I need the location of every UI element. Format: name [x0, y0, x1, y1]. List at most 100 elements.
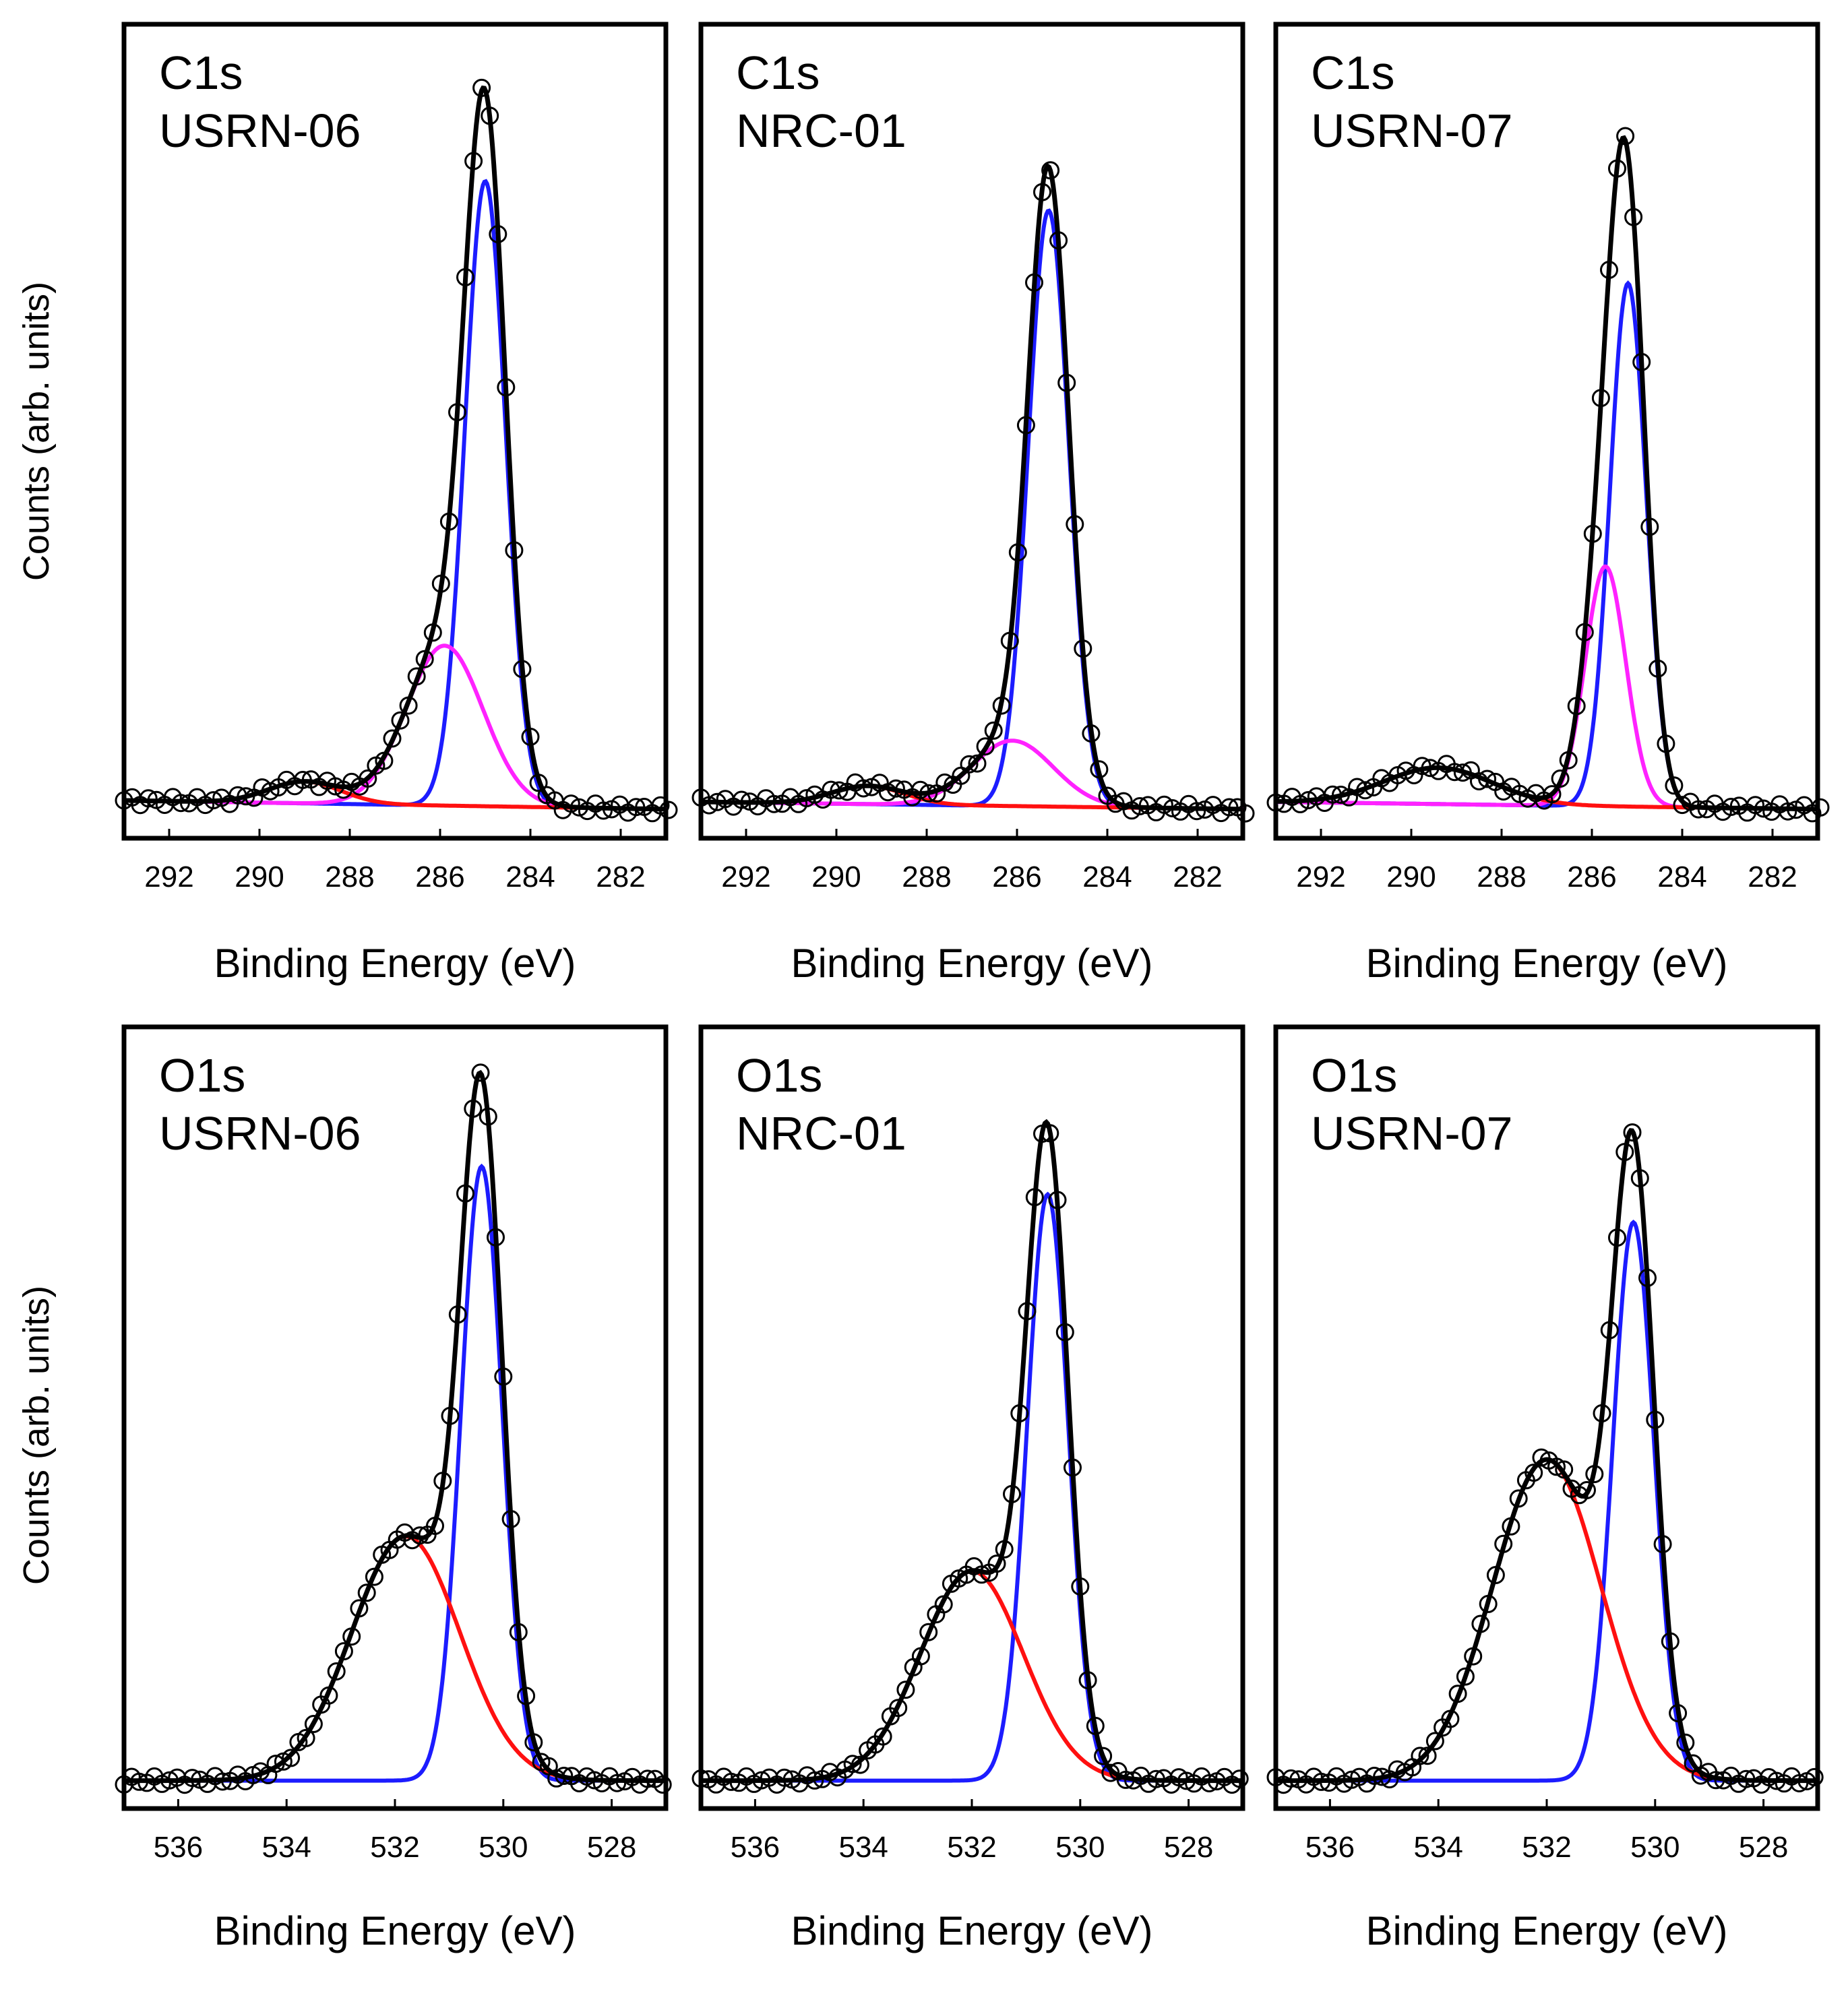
x-tick-label: 536: [1305, 1831, 1355, 1864]
panel-title: C1s: [736, 46, 820, 99]
data-point: [976, 737, 995, 756]
x-tick-label: 282: [1173, 860, 1222, 893]
data-point: [919, 1623, 938, 1641]
plot-frame: [698, 22, 1245, 841]
data-point: [1805, 1767, 1824, 1786]
data-point: [1200, 1774, 1219, 1792]
panel-title: O1s: [1311, 1049, 1397, 1102]
data-point: [960, 755, 979, 774]
x-axis-label: Binding Energy (eV): [214, 941, 576, 986]
x-tick-label: 282: [1748, 860, 1797, 893]
x-tick-label: 532: [370, 1831, 419, 1864]
panel-3: 292 290 288 286 284 282 Binding Energy (eV) C1s…: [1266, 22, 1830, 986]
panel-subtitle: USRN-06: [159, 104, 361, 157]
data-point: [1543, 785, 1562, 804]
x-tick-label: 290: [1386, 860, 1436, 893]
data-point: [1623, 1123, 1642, 1142]
x-tick-label: 292: [1296, 860, 1345, 893]
data-point: [297, 1728, 315, 1747]
fit-envelope-curve: [701, 163, 1243, 812]
panel-subtitle: NRC-01: [736, 1107, 906, 1160]
data-point: [1456, 1667, 1475, 1686]
data-point: [327, 1662, 346, 1681]
component-red-curve: [1276, 1457, 1818, 1783]
panel-5: 536 534 532 530 528 Binding Energy (eV) O1sNRC…: [691, 1024, 1249, 1953]
x-tick-label: 284: [505, 860, 555, 893]
x-tick-label: 290: [811, 860, 861, 893]
data-point: [608, 1773, 627, 1792]
component-magenta-curve: [1276, 564, 1818, 811]
x-tick-label: 532: [947, 1831, 996, 1864]
panel-1: 292 290 288 286 284 282 Binding Energy (eV) C1s…: [115, 22, 678, 986]
fit-envelope-curve: [701, 1119, 1243, 1784]
panel-subtitle: USRN-06: [159, 1107, 361, 1160]
x-tick-label: 530: [1055, 1831, 1105, 1864]
panel-subtitle: USRN-07: [1311, 1107, 1513, 1160]
data-point: [1418, 1747, 1437, 1765]
data-point: [1094, 1747, 1113, 1765]
data-point: [357, 1583, 376, 1602]
data-point: [987, 1554, 1006, 1573]
data-point: [1411, 1747, 1429, 1765]
plot-frame: [121, 22, 669, 841]
data-point: [359, 769, 377, 788]
x-tick-label: 288: [902, 860, 951, 893]
data-point: [968, 754, 987, 773]
data-point: [183, 1769, 202, 1788]
data-point: [1578, 1481, 1596, 1499]
data-point: [896, 1681, 915, 1699]
x-tick-label: 530: [1630, 1831, 1680, 1864]
panel-subtitle: NRC-01: [736, 104, 906, 157]
data-point: [1746, 796, 1764, 815]
panel-title: O1s: [736, 1049, 822, 1102]
x-tick-label: 286: [415, 860, 464, 893]
data-point: [1547, 1457, 1566, 1476]
data-point: [1188, 802, 1206, 821]
x-tick-label: 286: [1567, 860, 1616, 893]
component-blue-curve: [1276, 280, 1818, 811]
component-blue-curve: [1276, 1220, 1818, 1783]
x-tick-label: 286: [992, 860, 1041, 893]
panel-title: C1s: [159, 46, 243, 99]
x-tick-label: 282: [596, 860, 645, 893]
component-blue-curve: [701, 208, 1243, 811]
x-axis-label: Binding Energy (eV): [1366, 1908, 1728, 1953]
data-point: [471, 1063, 490, 1082]
data-point: [1665, 776, 1684, 795]
x-tick-label: 528: [1739, 1831, 1788, 1864]
x-tick-label: 292: [144, 860, 193, 893]
panel-subtitle: USRN-07: [1311, 104, 1513, 157]
data-point: [1425, 1732, 1444, 1751]
data-point: [873, 1727, 892, 1746]
panel-2: 292 290 288 286 284 282 Binding Energy (eV) C1s…: [691, 22, 1255, 986]
data-point: [1779, 802, 1797, 821]
x-tick-label: 536: [731, 1831, 780, 1864]
x-axis-label: Binding Energy (eV): [1366, 941, 1728, 986]
x-tick-label: 288: [325, 860, 374, 893]
data-point: [1524, 1464, 1543, 1482]
data-point: [843, 1755, 862, 1773]
plot-frame: [1273, 22, 1820, 841]
data-point: [1236, 804, 1255, 823]
x-tick-label: 288: [1477, 860, 1526, 893]
data-point: [984, 721, 1003, 740]
x-tick-label: 534: [1413, 1831, 1462, 1864]
data-point: [700, 796, 718, 815]
fit-envelope-curve: [1276, 1128, 1818, 1784]
x-tick-label: 528: [587, 1831, 636, 1864]
component-blue-curve: [701, 1191, 1243, 1783]
x-tick-label: 284: [1657, 860, 1706, 893]
x-tick-label: 292: [721, 860, 770, 893]
x-tick-label: 290: [235, 860, 284, 893]
panel-title: C1s: [1311, 46, 1394, 99]
fit-envelope-curve: [1276, 135, 1818, 812]
data-point: [1154, 795, 1173, 814]
x-tick-label: 536: [154, 1831, 203, 1864]
panel-6: 536 534 532 530 528 Binding Energy (eV) O1sUSR…: [1266, 1024, 1824, 1953]
x-tick-label: 534: [838, 1831, 888, 1864]
data-point: [653, 1776, 672, 1794]
y-axis-label-bottom: Counts (arb. units): [16, 1286, 57, 1585]
data-point: [304, 1715, 323, 1733]
component-red-curve: [701, 1569, 1243, 1783]
data-point: [383, 729, 402, 748]
